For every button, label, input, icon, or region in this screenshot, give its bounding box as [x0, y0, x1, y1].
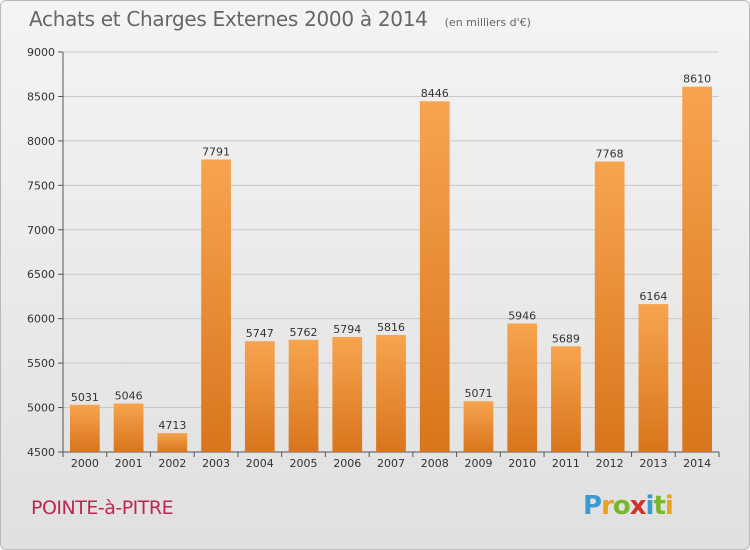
x-tick-label: 2007: [377, 457, 405, 470]
bar-2010: [507, 323, 538, 452]
x-tick-label: 2002: [158, 457, 186, 470]
data-label-2003: 7791: [202, 145, 230, 158]
x-tick-label: 2010: [508, 457, 536, 470]
y-tick-label: 4500: [27, 446, 55, 459]
chart-title: Achats et Charges Externes 2000 à 2014: [29, 7, 428, 31]
bar-2009: [463, 401, 494, 452]
y-tick-label: 6500: [27, 268, 55, 281]
data-label-2006: 5794: [333, 323, 361, 336]
x-tick-label: 2000: [71, 457, 99, 470]
y-tick-label: 7500: [27, 179, 55, 192]
bar-2001: [113, 403, 144, 452]
x-tick-label: 2014: [683, 457, 711, 470]
data-label-2009: 5071: [464, 387, 492, 400]
x-tick-label: 2006: [333, 457, 361, 470]
data-label-2010: 5946: [508, 309, 536, 322]
x-tick-label: 2012: [596, 457, 624, 470]
logo-letter: P: [583, 491, 602, 521]
x-tick-label: 2005: [290, 457, 318, 470]
data-label-2007: 5816: [377, 321, 405, 334]
bar-2013: [638, 304, 669, 452]
x-tick-label: 2001: [115, 457, 143, 470]
proxiti-logo[interactable]: Proxiti: [583, 491, 674, 521]
bar-2008: [419, 101, 450, 452]
y-tick-label: 5500: [27, 357, 55, 370]
data-label-2012: 7768: [596, 148, 624, 161]
x-tick-label: 2009: [464, 457, 492, 470]
logo-letter: t: [653, 491, 665, 521]
bar-2002: [157, 433, 188, 452]
bar-2014: [682, 86, 713, 453]
y-tick-label: 5000: [27, 402, 55, 415]
logo-letter: i: [645, 491, 655, 521]
y-tick-label: 8500: [27, 90, 55, 103]
bar-2004: [244, 341, 275, 452]
data-label-2001: 5046: [115, 389, 143, 402]
chart-subtitle: (en milliers d'€): [444, 16, 531, 29]
y-tick-label: 9000: [27, 46, 55, 59]
logo-letter: r: [601, 491, 614, 521]
y-tick-label: 7000: [27, 224, 55, 237]
label-layer: 5031 5046 4713 7791 5747 5762 5794 5816 8446 5071…: [71, 73, 711, 432]
logo-letter: i: [664, 491, 674, 521]
x-tick-label: 2013: [639, 457, 667, 470]
bar-2003: [201, 159, 231, 452]
y-tick-label: 8000: [27, 135, 55, 148]
data-label-2008: 8446: [421, 87, 449, 100]
bar-2000: [69, 404, 100, 452]
bar-2006: [332, 336, 363, 452]
data-label-2004: 5747: [246, 327, 274, 340]
logo-letter: o: [612, 491, 631, 521]
data-label-2000: 5031: [71, 391, 99, 404]
logo-letter: x: [629, 491, 647, 521]
bar-2011: [551, 346, 581, 452]
x-tick-label: 2008: [421, 457, 449, 470]
x-tick-label: 2011: [552, 457, 580, 470]
title-row: Achats et Charges Externes 2000 à 2014 (…: [29, 7, 531, 31]
x-tick-label: 2004: [246, 457, 274, 470]
data-label-2002: 4713: [158, 419, 186, 432]
x-tick-label: 2003: [202, 457, 230, 470]
bar-2007: [376, 335, 406, 452]
data-label-2011: 5689: [552, 332, 580, 345]
data-label-2005: 5762: [290, 326, 318, 339]
y-tick-label: 6000: [27, 313, 55, 326]
bar-2012: [594, 161, 625, 452]
axis-layer: 4500 5000 5500 6000 6500 7000 7500 8000 8500 9000…: [27, 46, 720, 470]
bar-2005: [288, 339, 319, 452]
bar-layer: [69, 86, 713, 453]
data-label-2014: 8610: [683, 73, 711, 86]
data-label-2013: 6164: [639, 290, 667, 303]
location-label: POINTE-à-PITRE: [31, 497, 174, 519]
